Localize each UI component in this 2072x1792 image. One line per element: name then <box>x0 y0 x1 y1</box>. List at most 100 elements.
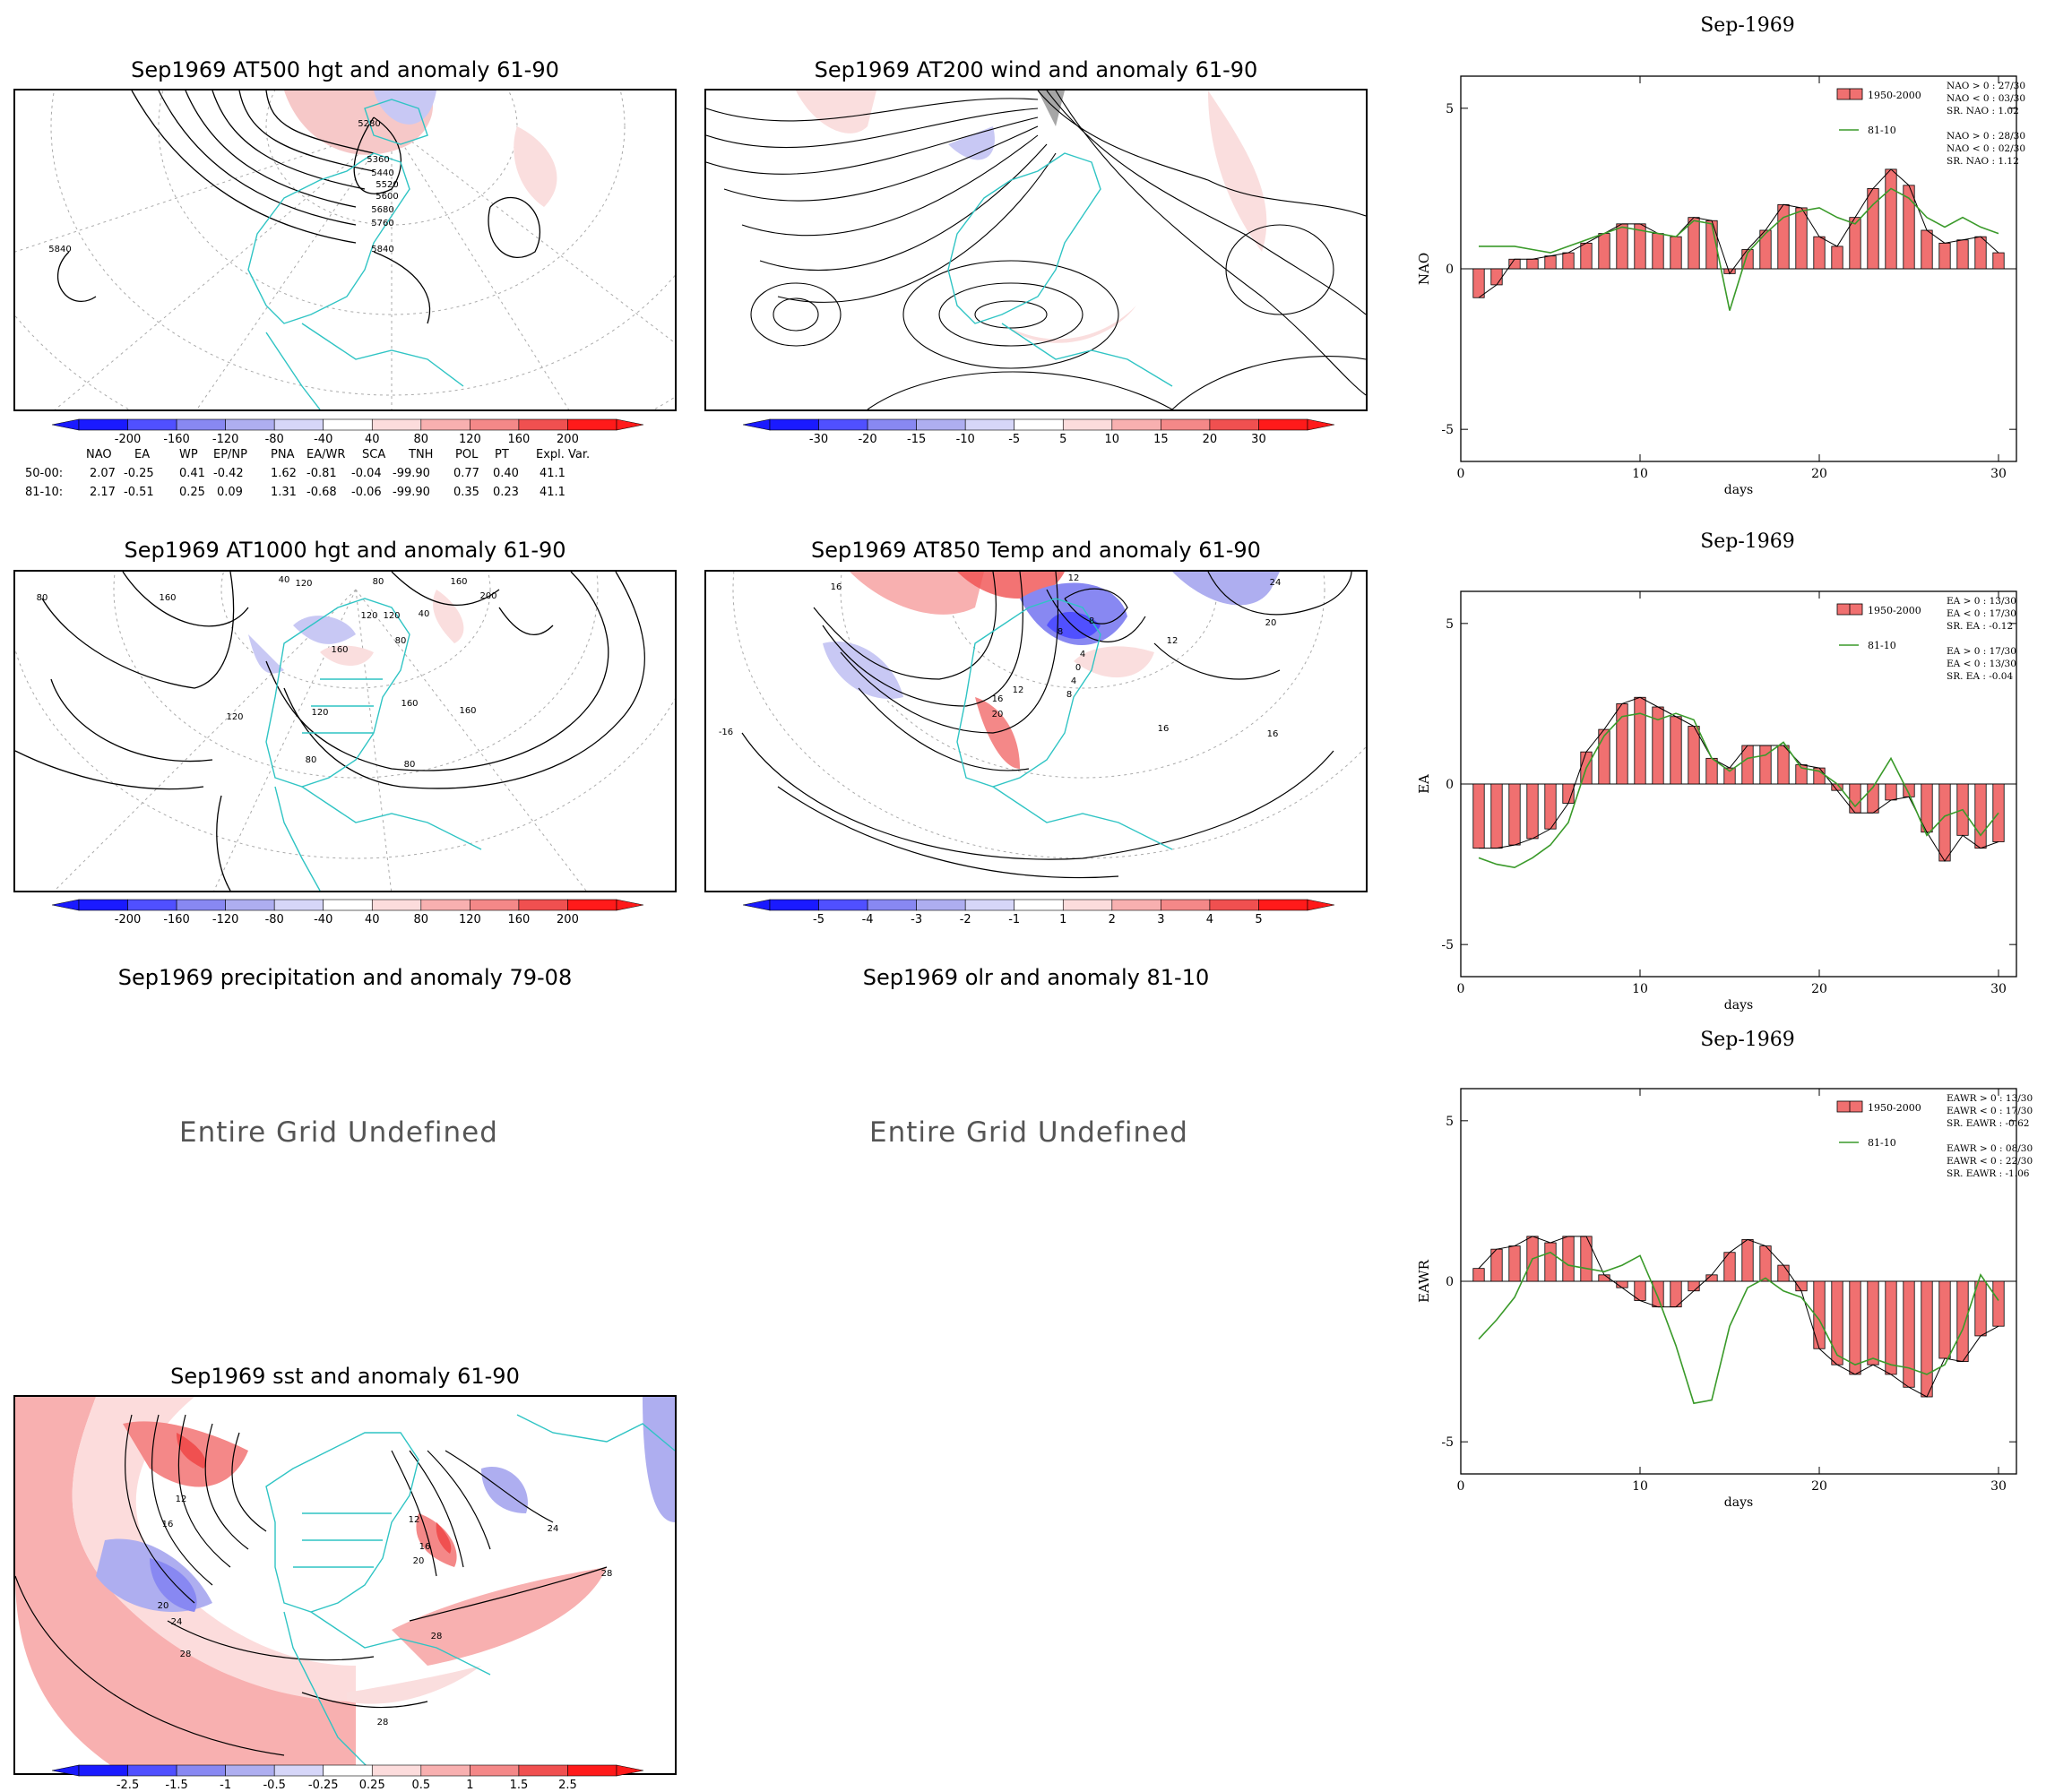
at850-title: Sep1969 AT850 Temp and anomaly 61-90 <box>811 538 1261 563</box>
at850-contour-label: 12 <box>1013 685 1024 695</box>
at850-contour-label: 0 <box>1075 663 1081 673</box>
y-tick-label: 5 <box>1446 617 1454 632</box>
x-tick-label: 20 <box>1811 982 1827 996</box>
bar <box>1580 1236 1593 1282</box>
colorbar-segment <box>964 899 1015 911</box>
bar <box>1831 246 1843 270</box>
x-axis-label: days <box>1724 1495 1753 1510</box>
stat-line: EAWR < 0 : 17/30 <box>1947 1106 2033 1116</box>
at850-contour-label: 4 <box>1080 650 1085 659</box>
colorbar-segment <box>1062 418 1113 431</box>
bar <box>1544 1242 1557 1282</box>
precip-title: Sep1969 precipitation and anomaly 79-08 <box>117 965 573 990</box>
bar <box>1831 1280 1843 1366</box>
stat-line: EAWR < 0 : 22/30 <box>1947 1156 2033 1167</box>
bar <box>1562 252 1575 270</box>
bar <box>1652 1280 1664 1308</box>
colorbar-tick-label: 0.5 <box>411 1779 430 1790</box>
colorbar-segment <box>1014 418 1064 431</box>
colorbar-segment <box>371 899 422 911</box>
colorbar-segment <box>176 899 226 911</box>
colorbar-arrow-left <box>743 418 771 431</box>
at850-contour-label: 20 <box>992 710 1004 719</box>
at500-contour-label: 5840 <box>48 245 71 254</box>
at1000-map: 80 160 40 120 80 160 200 120 40 80 120 1… <box>13 570 677 892</box>
at500-contour-label: 5840 <box>371 245 393 254</box>
colorbar-tick-label: -40 <box>314 913 332 925</box>
bar <box>1759 745 1772 785</box>
bar <box>1777 203 1790 270</box>
eawr-chart-title: Sep-1969 <box>1700 1029 1795 1051</box>
at1000-contour-label: 80 <box>395 636 407 646</box>
bar <box>1867 1280 1879 1366</box>
nao-chart-title: Sep-1969 <box>1700 14 1795 37</box>
colorbar-arrow-left <box>52 899 80 911</box>
idx-header: PT <box>495 448 509 461</box>
sst-contour-label: 28 <box>377 1718 389 1727</box>
colorbar-tick-label: 160 <box>507 913 530 925</box>
idx-row-label: 50-00: <box>25 467 64 480</box>
colorbar-tick-label: -40 <box>314 433 332 444</box>
idx-header: EA/WR <box>306 448 346 461</box>
colorbar-segment <box>127 899 177 911</box>
at200-colorbar: -30 -20 -15 -10 -5 5 10 15 20 30 <box>743 418 1334 444</box>
ea-chart-title: Sep-1969 <box>1700 530 1795 553</box>
idx-cell: 2.17 <box>90 486 116 499</box>
colorbar-arrow-left <box>52 1764 80 1777</box>
at500-map-drawing: 5280 5360 5440 5520 5600 5680 5760 5840 … <box>15 90 675 409</box>
colorbar-segment <box>420 418 471 431</box>
stat-line: SR. NAO : 1.12 <box>1947 156 2019 167</box>
colorbar-segment <box>371 1764 422 1777</box>
sst-contour-label: 28 <box>431 1632 443 1641</box>
at200-map-drawing <box>706 90 1366 409</box>
y-tick-label: -5 <box>1441 1435 1454 1450</box>
bar <box>1759 229 1772 270</box>
colorbar-segment <box>371 418 422 431</box>
legend-label: 81-10 <box>1868 640 1896 651</box>
bar-outline-line <box>1478 168 1999 298</box>
colorbar-segment <box>769 418 819 431</box>
bar <box>1490 268 1503 286</box>
y-tick-label: -5 <box>1441 423 1454 437</box>
stat-line: NAO < 0 : 03/30 <box>1947 93 2025 104</box>
at850-contour-label: 12 <box>1068 573 1080 583</box>
olr-title: Sep1969 olr and anomaly 81-10 <box>862 965 1210 990</box>
x-tick-label: 10 <box>1632 982 1648 996</box>
colorbar-segment <box>916 899 966 911</box>
colorbar-tick-label: -0.25 <box>308 1779 339 1790</box>
at1000-contour-label: 160 <box>459 706 476 716</box>
colorbar-tick-label: -120 <box>212 913 239 925</box>
idx-cell: -0.25 <box>124 467 154 480</box>
bar <box>1885 1280 1897 1375</box>
at1000-map-drawing: 80 160 40 120 80 160 200 120 40 80 120 1… <box>15 572 675 891</box>
at200-map <box>704 89 1368 411</box>
bar <box>1598 233 1610 270</box>
x-tick-label: 0 <box>1457 1479 1465 1494</box>
colorbar-tick-label: -30 <box>809 433 828 444</box>
bar <box>1867 783 1879 814</box>
at500-contour-label: 5680 <box>371 205 393 215</box>
sst-contour-label: 24 <box>548 1524 559 1534</box>
idx-cell: 1.62 <box>271 467 297 480</box>
colorbar-segment <box>818 899 868 911</box>
bar <box>1992 1280 2005 1327</box>
idx-cell: 0.25 <box>179 486 205 499</box>
at850-contour-label: 8 <box>1089 616 1094 626</box>
colorbar-tick-label: 1.5 <box>510 1779 529 1790</box>
colorbar-tick-label: 30 <box>1251 433 1266 444</box>
stat-line: SR. EA : -0.04 <box>1947 671 2013 682</box>
colorbar-segment <box>225 418 275 431</box>
at850-contour-label: 4 <box>1071 676 1076 686</box>
bar <box>1741 745 1754 785</box>
sst-title: Sep1969 sst and anomaly 61-90 <box>170 1364 520 1389</box>
colorbar-tick-label: -5 <box>1008 433 1020 444</box>
bar <box>1885 168 1897 270</box>
at1000-contour-label: 120 <box>311 708 328 718</box>
colorbar-arrow-left <box>743 899 771 911</box>
colorbar-tick-label: -2 <box>960 913 971 925</box>
bar-outline-line <box>1479 696 1999 862</box>
idx-cell: 41.1 <box>540 467 565 480</box>
colorbar-tick-label: 1 <box>466 1779 473 1790</box>
colorbar-segment <box>273 418 324 431</box>
colorbar-tick-label: 3 <box>1157 913 1164 925</box>
